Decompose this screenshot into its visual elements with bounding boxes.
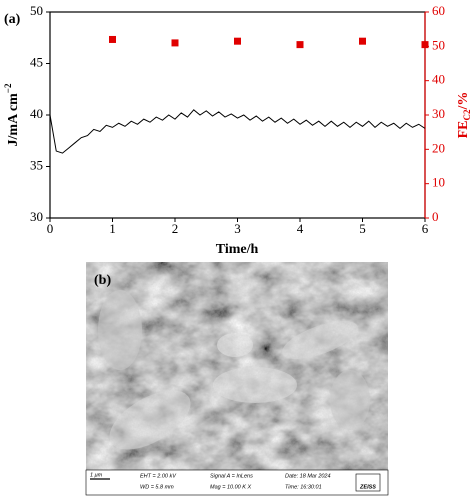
y2-axis-label: FEC2/% bbox=[456, 92, 472, 139]
data-point bbox=[421, 41, 429, 49]
brand: ZEISS bbox=[359, 484, 376, 490]
x-tick-label: 5 bbox=[359, 221, 366, 236]
brand-box bbox=[355, 473, 381, 492]
scale-label: 1 μm bbox=[90, 472, 103, 478]
data-point bbox=[234, 37, 241, 45]
y-tick-label: 40 bbox=[30, 106, 43, 121]
y-tick-label: 50 bbox=[30, 3, 43, 18]
y2-axis-label-rest: /% bbox=[456, 92, 471, 111]
sem-panel: (b) 1 μm ZEISS EHT = 2.00 kV WD = 5.8 mm S… bbox=[85, 262, 389, 496]
data-line bbox=[49, 109, 426, 154]
panel-label: (b) bbox=[94, 273, 111, 288]
y2-tick-label: 30 bbox=[432, 106, 445, 121]
x-tick-label: 2 bbox=[172, 221, 179, 236]
y-axis-label: J/mA cm−2 bbox=[3, 83, 21, 146]
y2-tick-label: 10 bbox=[432, 175, 445, 190]
y2-tick-label: 20 bbox=[432, 140, 445, 155]
data-point bbox=[171, 39, 179, 47]
x-tick-label: 4 bbox=[297, 221, 304, 236]
chart: (a) Time/h J/mA cm−2 FEC2/% 0 1 2 3 4 5 630354… bbox=[3, 3, 472, 257]
sem-info: WD = 5.8 mm bbox=[140, 484, 174, 490]
x-tick-label: 3 bbox=[234, 221, 241, 236]
sem-info: Mag = 10.00 K X bbox=[210, 484, 251, 490]
sem-grain bbox=[86, 262, 388, 470]
y2-tick-label: 40 bbox=[432, 72, 445, 87]
y-tick-label: 35 bbox=[30, 157, 43, 172]
sem-info: EHT = 2.00 kV bbox=[140, 473, 177, 479]
data-point bbox=[296, 41, 304, 49]
x-tick-label: 0 bbox=[47, 221, 54, 236]
y-tick-label: 45 bbox=[30, 54, 43, 69]
data-point bbox=[359, 37, 366, 45]
y-axis-label-sup: −2 bbox=[3, 83, 13, 93]
y2-axis-label-main: FE bbox=[456, 121, 471, 139]
y-tick-label: 30 bbox=[30, 209, 43, 224]
panel-label: (a) bbox=[4, 12, 21, 27]
sem-info: Time: 16:30:01 bbox=[285, 484, 322, 490]
x-axis-label: Time/h bbox=[216, 242, 259, 257]
data-point bbox=[109, 35, 116, 43]
y2-tick-label: 0 bbox=[432, 209, 439, 224]
x-tick-label: 1 bbox=[109, 221, 116, 236]
y2-tick-label: 60 bbox=[432, 3, 445, 18]
sem-info-bar bbox=[85, 469, 389, 496]
sem-info: Date: 18 Mar 2024 bbox=[285, 473, 331, 479]
x-tick-label: 6 bbox=[422, 221, 429, 236]
sem-info: Signal A = InLens bbox=[210, 473, 253, 479]
y2-axis-label-sub: C2 bbox=[462, 109, 472, 120]
y-axis-label-main: J/mA cm bbox=[6, 93, 21, 147]
y2-tick-label: 50 bbox=[432, 37, 445, 52]
